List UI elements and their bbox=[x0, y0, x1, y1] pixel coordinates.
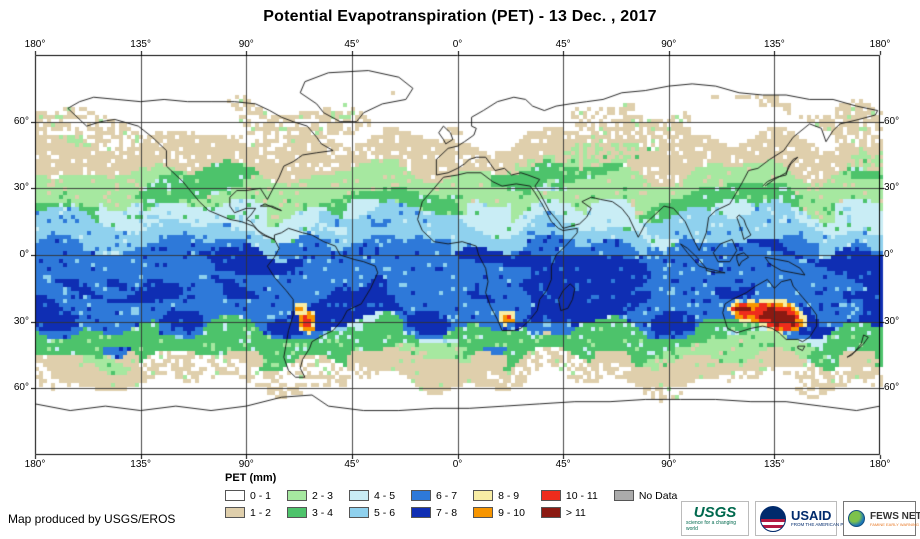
lon-label-top: 135° bbox=[130, 39, 151, 50]
usaid-logo-text: USAID bbox=[791, 508, 832, 523]
fewsnet-logo-tagline: FAMINE EARLY WARNING SYSTEMS NETWORK bbox=[870, 521, 920, 527]
legend-item-11: > 11 bbox=[540, 504, 602, 521]
lon-label-top: 180° bbox=[24, 39, 46, 50]
fewsnet-logo-text: FEWS NET bbox=[870, 510, 920, 522]
legend-label: No Data bbox=[638, 489, 678, 502]
legend-item-2: 2 - 3 bbox=[287, 487, 337, 504]
lat-label-left: 30° bbox=[13, 182, 29, 194]
legend-swatch bbox=[225, 507, 245, 518]
fewsnet-logo: FEWS NET FAMINE EARLY WARNING SYSTEMS NE… bbox=[843, 501, 920, 536]
legend-swatch bbox=[473, 490, 494, 501]
legend-item-4: 4 - 5 bbox=[349, 487, 399, 504]
legend-title: PET (mm) bbox=[225, 472, 277, 484]
lon-label-top: 135° bbox=[764, 39, 785, 50]
legend-item-5: 5 - 6 bbox=[349, 504, 399, 521]
lon-label-top: 90° bbox=[238, 39, 254, 50]
usgs-logo: USGS science for a changing world bbox=[681, 501, 749, 536]
legend-label: 9 - 10 bbox=[498, 506, 525, 519]
legend-swatch bbox=[473, 507, 494, 518]
legend-item-3: 3 - 4 bbox=[287, 504, 337, 521]
legend-item-1: 1 - 2 bbox=[225, 504, 275, 521]
lat-label-right: 0° bbox=[884, 249, 894, 260]
lon-label-top: 0° bbox=[452, 39, 463, 50]
legend-item-10: 10 - 11 bbox=[540, 487, 602, 504]
lat-label-left: 60° bbox=[13, 115, 29, 127]
legend-swatch bbox=[287, 507, 308, 518]
legend-swatch bbox=[411, 490, 432, 501]
lat-label-right: 60° bbox=[884, 382, 900, 394]
lon-label-bottom: 90° bbox=[661, 459, 677, 470]
legend-item-0: 0 - 1 bbox=[225, 487, 275, 504]
legend-swatch bbox=[349, 490, 370, 501]
lon-label-bottom: 0° bbox=[452, 459, 463, 470]
legend-swatch bbox=[349, 507, 370, 518]
legend-label: 8 - 9 bbox=[498, 489, 520, 502]
legend-swatch bbox=[225, 490, 245, 501]
lon-label-bottom: 135° bbox=[130, 459, 151, 470]
legend-label: 3 - 4 bbox=[312, 506, 334, 519]
lat-label-right: 30° bbox=[884, 315, 900, 327]
legend-label: 6 - 7 bbox=[436, 489, 458, 502]
lat-label-right: 30° bbox=[884, 182, 900, 194]
lon-label-bottom: 180° bbox=[24, 459, 46, 470]
lon-label-bottom: 45° bbox=[555, 459, 571, 470]
legend-label: 10 - 11 bbox=[565, 489, 598, 502]
legend-label: > 11 bbox=[565, 506, 586, 519]
lat-label-left: 60° bbox=[13, 382, 29, 394]
legend-label: 5 - 6 bbox=[374, 506, 396, 519]
usaid-seal-icon bbox=[760, 505, 786, 532]
legend-item-6: 6 - 7 bbox=[411, 487, 461, 504]
legend-swatch bbox=[613, 490, 634, 501]
legend-item-8: 8 - 9 bbox=[473, 487, 529, 504]
usaid-logo-tagline: FROM THE AMERICAN PEOPLE bbox=[791, 522, 859, 527]
legend-item-9: 9 - 10 bbox=[473, 504, 529, 521]
lon-label-top: 90° bbox=[661, 39, 677, 50]
lon-label-top: 45° bbox=[555, 39, 571, 50]
legend-swatch bbox=[540, 507, 561, 518]
lat-label-left: 0° bbox=[19, 249, 29, 260]
legend-swatch bbox=[287, 490, 308, 501]
legend-label: 4 - 5 bbox=[374, 489, 396, 502]
lon-label-bottom: 90° bbox=[238, 459, 254, 470]
usgs-logo-tagline: science for a changing world bbox=[686, 520, 737, 532]
lat-label-left: 30° bbox=[13, 315, 29, 327]
usgs-logo-text: USGS bbox=[693, 504, 737, 521]
legend-label: 7 - 8 bbox=[436, 506, 458, 519]
page-title: Potential Evapotranspiration (PET) - 13 … bbox=[263, 8, 657, 25]
legend-item-7: 7 - 8 bbox=[411, 504, 461, 521]
world-pet-raster-map bbox=[31, 51, 884, 459]
legend-label: 1 - 2 bbox=[250, 506, 272, 519]
legend-label: 0 - 1 bbox=[250, 489, 272, 502]
lon-label-bottom: 45° bbox=[344, 459, 360, 470]
legend-item-12: No Data bbox=[613, 487, 682, 504]
lat-label-right: 60° bbox=[884, 115, 900, 127]
lon-label-top: 180° bbox=[869, 39, 891, 50]
credit-text: Map produced by USGS/EROS bbox=[8, 512, 176, 526]
legend-swatch bbox=[411, 507, 432, 518]
legend: 0 - 1 1 - 2 2 - 3 3 - 4 4 - 5 5 - 6 6 - 7 7 - 8… bbox=[225, 487, 681, 521]
usaid-logo: USAID FROM THE AMERICAN PEOPLE bbox=[755, 501, 858, 536]
lon-label-top: 45° bbox=[344, 39, 360, 50]
legend-label: 2 - 3 bbox=[312, 489, 334, 502]
legend-swatch bbox=[540, 490, 561, 501]
globe-icon bbox=[848, 510, 865, 527]
lon-label-bottom: 135° bbox=[764, 459, 785, 470]
lon-label-bottom: 180° bbox=[869, 459, 891, 470]
